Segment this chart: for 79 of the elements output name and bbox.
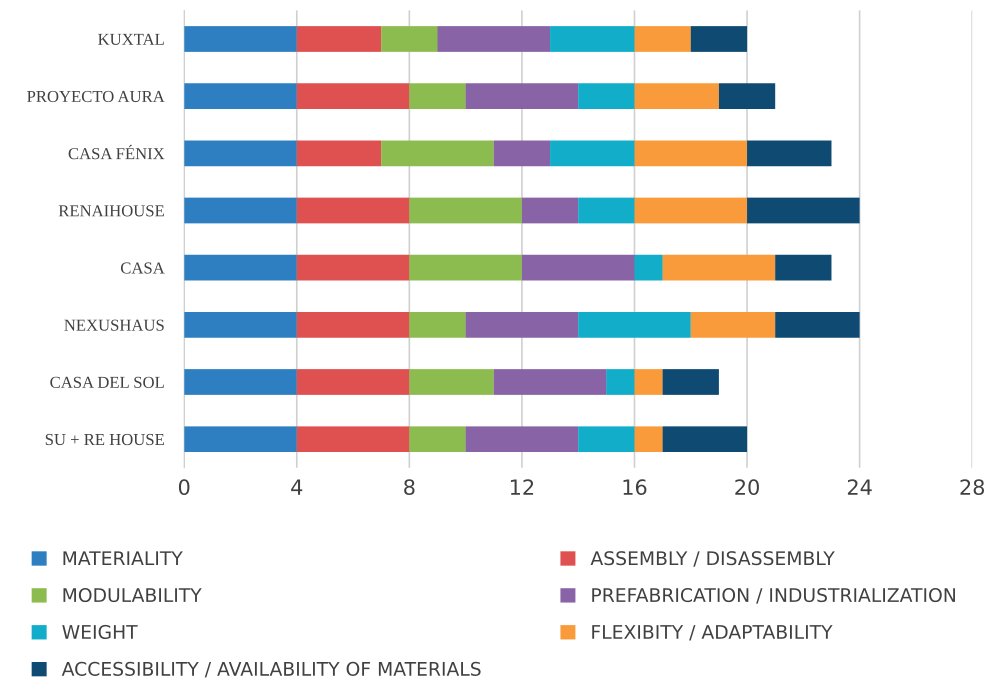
bar (184, 312, 297, 338)
bar (775, 312, 860, 338)
bar (184, 198, 297, 224)
x-tick-label: 16 (624, 479, 646, 496)
bar (184, 83, 297, 110)
x-tick-label: 28 (960, 479, 984, 496)
y-tick-label: PROYECTO AURA (27, 90, 165, 102)
bar (578, 198, 634, 224)
y-tick-label: CASA DEL SOL (50, 376, 164, 388)
bar (184, 254, 297, 281)
bar (634, 426, 663, 452)
bar (409, 198, 522, 224)
bar (296, 312, 410, 338)
legend-label: ASSEMBLY / DISASSEMBLY (590, 551, 835, 567)
bar (466, 83, 578, 110)
bar (409, 254, 522, 281)
bar (409, 312, 466, 338)
legend-label: MODULABILITY (63, 588, 202, 602)
legend-label: ACCESSIBILITY / AVAILABILITY OF MATERIALS (62, 662, 481, 678)
bar (550, 26, 634, 52)
bar (184, 369, 297, 395)
bar (494, 369, 606, 395)
bar (634, 26, 691, 52)
x-tick-label: 24 (848, 479, 872, 495)
bar (409, 83, 466, 110)
bar (578, 83, 634, 110)
bar (466, 312, 578, 338)
bar (381, 26, 438, 52)
bar (522, 198, 578, 224)
bar (718, 83, 776, 110)
bar (690, 312, 776, 338)
bar (409, 369, 494, 395)
legend-label: WEIGHT (62, 624, 138, 640)
bar (437, 26, 550, 52)
x-tick-label: 8 (404, 479, 415, 496)
x-tick-label: 20 (735, 479, 759, 496)
bar (184, 426, 297, 452)
x-tick-label: 4 (291, 480, 302, 495)
legend-label: FLEXIBITY / ADAPTABILITY (592, 625, 833, 641)
y-tick-label: CASA FÉNIX (68, 144, 164, 160)
bar (184, 140, 297, 166)
y-tick-label: CASA (120, 262, 165, 274)
bar (296, 198, 410, 224)
bar (775, 254, 832, 281)
x-tick-label: 0 (178, 479, 190, 496)
y-tick-label: RENAIHOUSE (58, 205, 164, 216)
legend-label: MATERIALITY (63, 551, 183, 565)
y-tick-label: NEXUSHAUS (64, 320, 164, 331)
bar (466, 426, 578, 452)
bar (550, 140, 634, 166)
bar (296, 369, 410, 395)
bar (494, 140, 550, 166)
bar (662, 426, 748, 452)
bar (662, 254, 776, 281)
bar (634, 83, 719, 110)
bar (606, 369, 634, 395)
bar (690, 26, 748, 52)
bar (634, 369, 663, 395)
x-tick-label: 12 (510, 479, 534, 495)
bar (184, 26, 297, 52)
bar (634, 140, 748, 166)
bar (296, 140, 382, 166)
bar (522, 254, 634, 281)
bar (578, 426, 634, 452)
legend-label: PREFABRICATION / INDUSTRIALIZATION (592, 588, 955, 604)
bar (296, 254, 410, 281)
bar (578, 312, 691, 338)
bar (296, 26, 382, 52)
bar (747, 140, 832, 166)
bar (296, 426, 410, 452)
bar (662, 369, 719, 395)
bar (634, 254, 663, 281)
bar (747, 198, 860, 224)
bar (296, 83, 410, 110)
bar (381, 140, 494, 166)
y-tick-label: SU + RE HOUSE (46, 434, 164, 446)
bar (409, 426, 466, 452)
y-tick-label: KUXTAL (98, 34, 164, 45)
bar (634, 198, 748, 224)
